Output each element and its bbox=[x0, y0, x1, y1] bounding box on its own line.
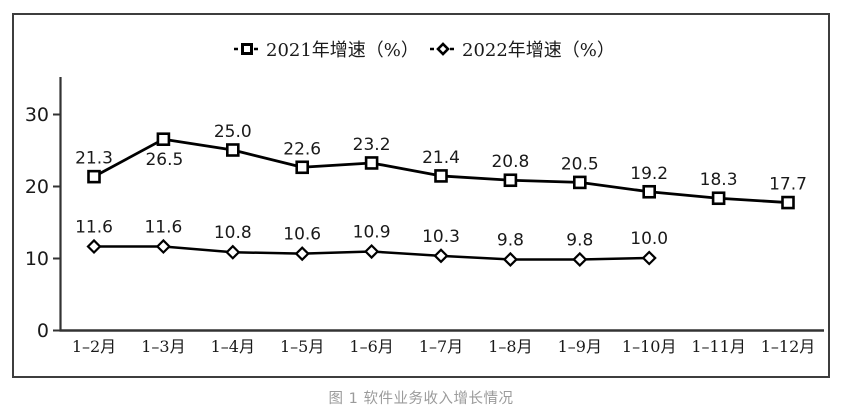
x-axis-label: 1–6月 bbox=[349, 337, 393, 356]
data-label: 20.5 bbox=[561, 154, 599, 174]
data-label: 9.8 bbox=[497, 230, 524, 250]
x-axis-label: 1–9月 bbox=[558, 337, 602, 356]
series-2022-marker bbox=[641, 250, 657, 266]
series-2021-marker bbox=[711, 191, 726, 206]
x-axis-label: 1–3月 bbox=[141, 337, 185, 356]
series-2022-marker bbox=[155, 238, 171, 255]
legend-label: 2022年增速（%） bbox=[462, 40, 615, 61]
data-label: 23.2 bbox=[353, 135, 391, 155]
y-tick-label: 10 bbox=[25, 248, 49, 270]
data-label: 9.8 bbox=[566, 230, 593, 250]
series-2021-marker bbox=[434, 169, 448, 183]
x-axis-label: 1–10月 bbox=[622, 337, 677, 356]
legend-square-icon bbox=[241, 43, 253, 55]
data-label: 17.7 bbox=[769, 175, 807, 195]
data-label: 19.2 bbox=[630, 164, 668, 184]
x-axis-label: 1–4月 bbox=[211, 337, 255, 356]
data-label: 20.8 bbox=[491, 152, 529, 172]
data-label: 22.6 bbox=[283, 139, 321, 159]
series-2021-marker bbox=[642, 184, 657, 199]
series-2022-marker bbox=[433, 248, 449, 264]
legend-diamond-icon bbox=[436, 42, 450, 56]
x-axis-label: 1–7月 bbox=[419, 337, 463, 356]
data-label: 11.6 bbox=[75, 217, 113, 237]
data-label: 10.9 bbox=[353, 223, 391, 243]
series-2022-marker bbox=[86, 238, 102, 255]
data-label: 10.3 bbox=[422, 227, 460, 247]
figure-caption: 图 1 软件业务收入增长情况 bbox=[328, 391, 514, 407]
y-tick-label: 0 bbox=[37, 320, 49, 342]
data-label: 10.8 bbox=[214, 223, 252, 243]
series-2021-marker bbox=[226, 143, 240, 157]
series-2021-marker bbox=[781, 195, 795, 210]
series-2021-marker bbox=[364, 156, 379, 170]
data-label: 21.3 bbox=[75, 149, 113, 169]
y-tick-label: 30 bbox=[25, 104, 49, 126]
data-label: 10.6 bbox=[283, 225, 321, 245]
x-axis-label: 1–12月 bbox=[761, 337, 816, 356]
series-2021-marker bbox=[156, 132, 171, 146]
x-axis-label: 1–2月 bbox=[72, 337, 116, 356]
series-2022-marker bbox=[572, 251, 588, 267]
series-2021-marker bbox=[295, 160, 310, 175]
series-2022-marker bbox=[294, 246, 310, 262]
data-label: 18.3 bbox=[700, 170, 738, 190]
data-label: 21.4 bbox=[422, 148, 460, 168]
y-tick-label: 20 bbox=[25, 176, 49, 198]
series-2022-marker bbox=[225, 244, 241, 260]
series-2021-marker bbox=[572, 175, 587, 190]
legend-label: 2021年增速（%） bbox=[266, 40, 419, 61]
data-label: 26.5 bbox=[145, 150, 183, 170]
series-2021-marker bbox=[87, 169, 101, 184]
x-axis-label: 1–11月 bbox=[691, 337, 746, 356]
data-label: 11.6 bbox=[144, 217, 182, 237]
x-axis-label: 1–5月 bbox=[280, 337, 324, 356]
data-label: 10.0 bbox=[630, 229, 668, 249]
series-2022-marker bbox=[502, 251, 518, 267]
series-2022-marker bbox=[364, 243, 380, 260]
data-label: 25.0 bbox=[214, 122, 252, 142]
x-axis-label: 1–8月 bbox=[488, 337, 532, 356]
series-2021-marker bbox=[503, 173, 518, 188]
